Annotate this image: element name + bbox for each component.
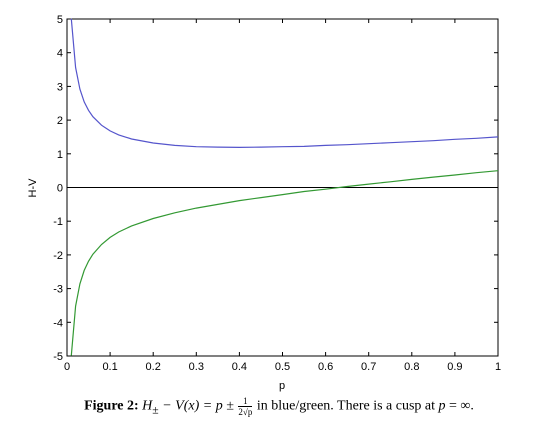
caption-eq-sub: ± [152, 403, 159, 417]
series-line-green [70, 170, 499, 356]
caption-eq-p: p [438, 398, 446, 414]
caption-text: in blue/green. There is a cusp at [253, 398, 439, 414]
tick-labels: 0 0.1 0.2 0.3 0.4 0.5 0.6 0.7 0.8 0.9 1 5 4 3 2 1 0 -1 -2 -… [53, 14, 501, 373]
x-tick-label: 0 [64, 361, 70, 373]
x-tick-label: 1 [495, 361, 501, 373]
y-tick-label: -5 [53, 351, 63, 363]
caption-eq-inf: = ∞. [445, 398, 474, 414]
series-line-blue [70, 18, 499, 149]
x-tick-label: 0.3 [189, 361, 204, 373]
figure-caption: Figure 2: H± − V(x) = p ± 1 2√p in blue/g… [0, 396, 558, 417]
x-tick-label: 0.4 [232, 361, 247, 373]
x-tick-label: 0.7 [361, 361, 376, 373]
x-tick-label: 0.6 [318, 361, 333, 373]
y-tick-label: -1 [53, 216, 63, 228]
x-axis-label: p [279, 380, 285, 392]
y-tick-label: 4 [57, 48, 63, 60]
y-tick-label: -4 [53, 317, 63, 329]
y-tick-label: 1 [57, 149, 63, 161]
y-tick-label: 2 [57, 115, 63, 127]
y-tick-label: 3 [57, 81, 63, 93]
x-tick-label: 0.2 [146, 361, 161, 373]
caption-eq-lhs: H [142, 398, 153, 414]
series-group [70, 18, 499, 356]
y-tick-label: -2 [53, 250, 63, 262]
y-tick-label: 0 [57, 183, 63, 195]
caption-eq-mid: − V(x) = p ± [158, 398, 234, 414]
caption-frac-den: 2√p [238, 407, 253, 417]
x-tick-label: 0.5 [275, 361, 290, 373]
x-tick-label: 0.9 [447, 361, 462, 373]
caption-fraction: 1 2√p [238, 396, 253, 417]
x-tick-label: 0.1 [102, 361, 117, 373]
chart: 0 0.1 0.2 0.3 0.4 0.5 0.6 0.7 0.8 0.9 1 5 4 3 2 1 0 -1 -2 -… [27, 14, 501, 392]
caption-frac-num: 1 [238, 396, 253, 407]
x-tick-label: 0.8 [404, 361, 419, 373]
y-tick-label: 5 [57, 14, 63, 26]
caption-label: Figure 2: [84, 398, 139, 414]
y-tick-label: -3 [53, 284, 63, 296]
y-axis-label: H-V [27, 178, 39, 198]
